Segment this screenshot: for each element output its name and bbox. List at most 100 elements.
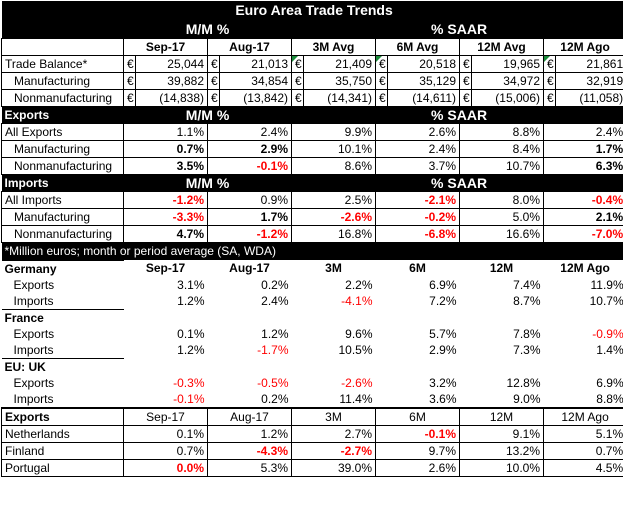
value-cell: 2.4% [376,141,460,158]
value-cell: 1.2% [124,342,208,359]
value-cell: 7.2% [376,293,460,310]
row-label: Finland [2,443,124,460]
country-name: France [2,310,124,327]
value-cell: 5.0% [460,209,544,226]
value-cell: -4.1% [292,293,376,310]
value-cell: 13.2% [460,443,544,460]
band-label: Exports [2,408,124,426]
value-cell: 0.2% [208,277,292,293]
value-cell: 9.0% [460,391,544,408]
col-header: 3M Avg [292,39,376,56]
value-cell: -4.3% [208,443,292,460]
value-cell: 20,518 [388,56,460,73]
value-cell: 2.9% [376,342,460,359]
value-cell: 2.6% [376,124,460,141]
value-cell: -6.8% [376,226,460,243]
row-label: Manufacturing [2,73,124,90]
value-cell: 6.9% [376,277,460,293]
value-cell: -1.2% [208,226,292,243]
value-cell: -0.1% [208,158,292,175]
value-cell: 35,129 [388,73,460,90]
value-cell: 2.4% [208,293,292,310]
currency-symbol: € [544,90,556,107]
table-row: Nonmanufacturing€(14,838)€(13,842)€(14,3… [2,90,623,107]
value-cell: -0.3% [124,375,208,391]
value-cell: -0.1% [124,391,208,408]
value-cell: (14,341) [304,90,376,107]
table-row: Imports-0.1%0.2%11.4%3.6%9.0%8.8% [2,391,623,408]
value-cell: 11.4% [292,391,376,408]
value-cell: 1.2% [208,326,292,342]
footnote: *Million euros; month or period average … [2,243,623,261]
value-cell: 2.4% [544,124,623,141]
value-cell: -0.9% [544,326,623,342]
value-cell: 12.8% [460,375,544,391]
country-name: Germany [2,261,124,278]
value-cell: 1.1% [124,124,208,141]
value-cell: 34,854 [220,73,292,90]
value-cell: 2.9% [208,141,292,158]
table-row: Manufacturing€39,882€34,854€35,750€35,12… [2,73,623,90]
value-cell: 7.4% [460,277,544,293]
col-header: 12M Ago [544,39,623,56]
value-cell: 10.5% [292,342,376,359]
currency-symbol: € [208,56,220,73]
country-header: France [2,310,623,327]
currency-symbol: € [460,56,472,73]
currency-symbol: € [376,73,388,90]
currency-symbol: € [376,90,388,107]
value-cell: 9.9% [292,124,376,141]
value-cell: -2.6% [292,209,376,226]
value-cell: 4.5% [544,460,623,477]
value-cell: 3.2% [376,375,460,391]
col-header: Sep-17 [124,39,208,56]
col-header: 3M [292,261,376,278]
value-cell: 5.3% [208,460,292,477]
row-label: Portugal [2,460,124,477]
filler [124,359,623,376]
value-cell: 1.4% [544,342,623,359]
value-cell: -3.3% [124,209,208,226]
value-cell: 0.7% [124,443,208,460]
value-cell: 7.8% [460,326,544,342]
value-cell: 9.7% [376,443,460,460]
value-cell: 5.7% [376,326,460,342]
value-cell: -0.2% [376,209,460,226]
value-cell: 9.1% [460,426,544,443]
row-label: Netherlands [2,426,124,443]
table-row: Exports-0.3%-0.5%-2.6%3.2%12.8%6.9% [2,375,623,391]
value-cell: 1.7% [544,141,623,158]
col-header: 12M [460,408,544,426]
row-label: Exports [2,375,124,391]
value-cell: 35,750 [304,73,376,90]
value-cell: 19,965 [472,56,544,73]
value-cell: 5.1% [544,426,623,443]
value-cell: 0.7% [124,141,208,158]
col-header: Aug-17 [208,261,292,278]
row-label: Imports [2,342,124,359]
value-cell: 21,861 [556,56,623,73]
row-label: Exports [2,326,124,342]
col-header: Sep-17 [124,408,208,426]
col-header: 3M [292,408,376,426]
currency-symbol: € [208,73,220,90]
value-cell: -1.7% [208,342,292,359]
value-cell: 25,044 [136,56,208,73]
value-cell: 9.6% [292,326,376,342]
value-cell: (13,842) [220,90,292,107]
value-cell: 8.4% [460,141,544,158]
value-cell: 3.1% [124,277,208,293]
col-header: Aug-17 [208,39,292,56]
row-label: All Exports [2,124,124,141]
col-header: 12M [460,261,544,278]
value-cell: 10.0% [460,460,544,477]
trade-trends-table: Euro Area Trade Trends M/M % % SAAR Sep-… [1,1,622,477]
row-label: Trade Balance* [2,56,124,73]
value-cell: 10.1% [292,141,376,158]
currency-symbol: € [124,73,136,90]
